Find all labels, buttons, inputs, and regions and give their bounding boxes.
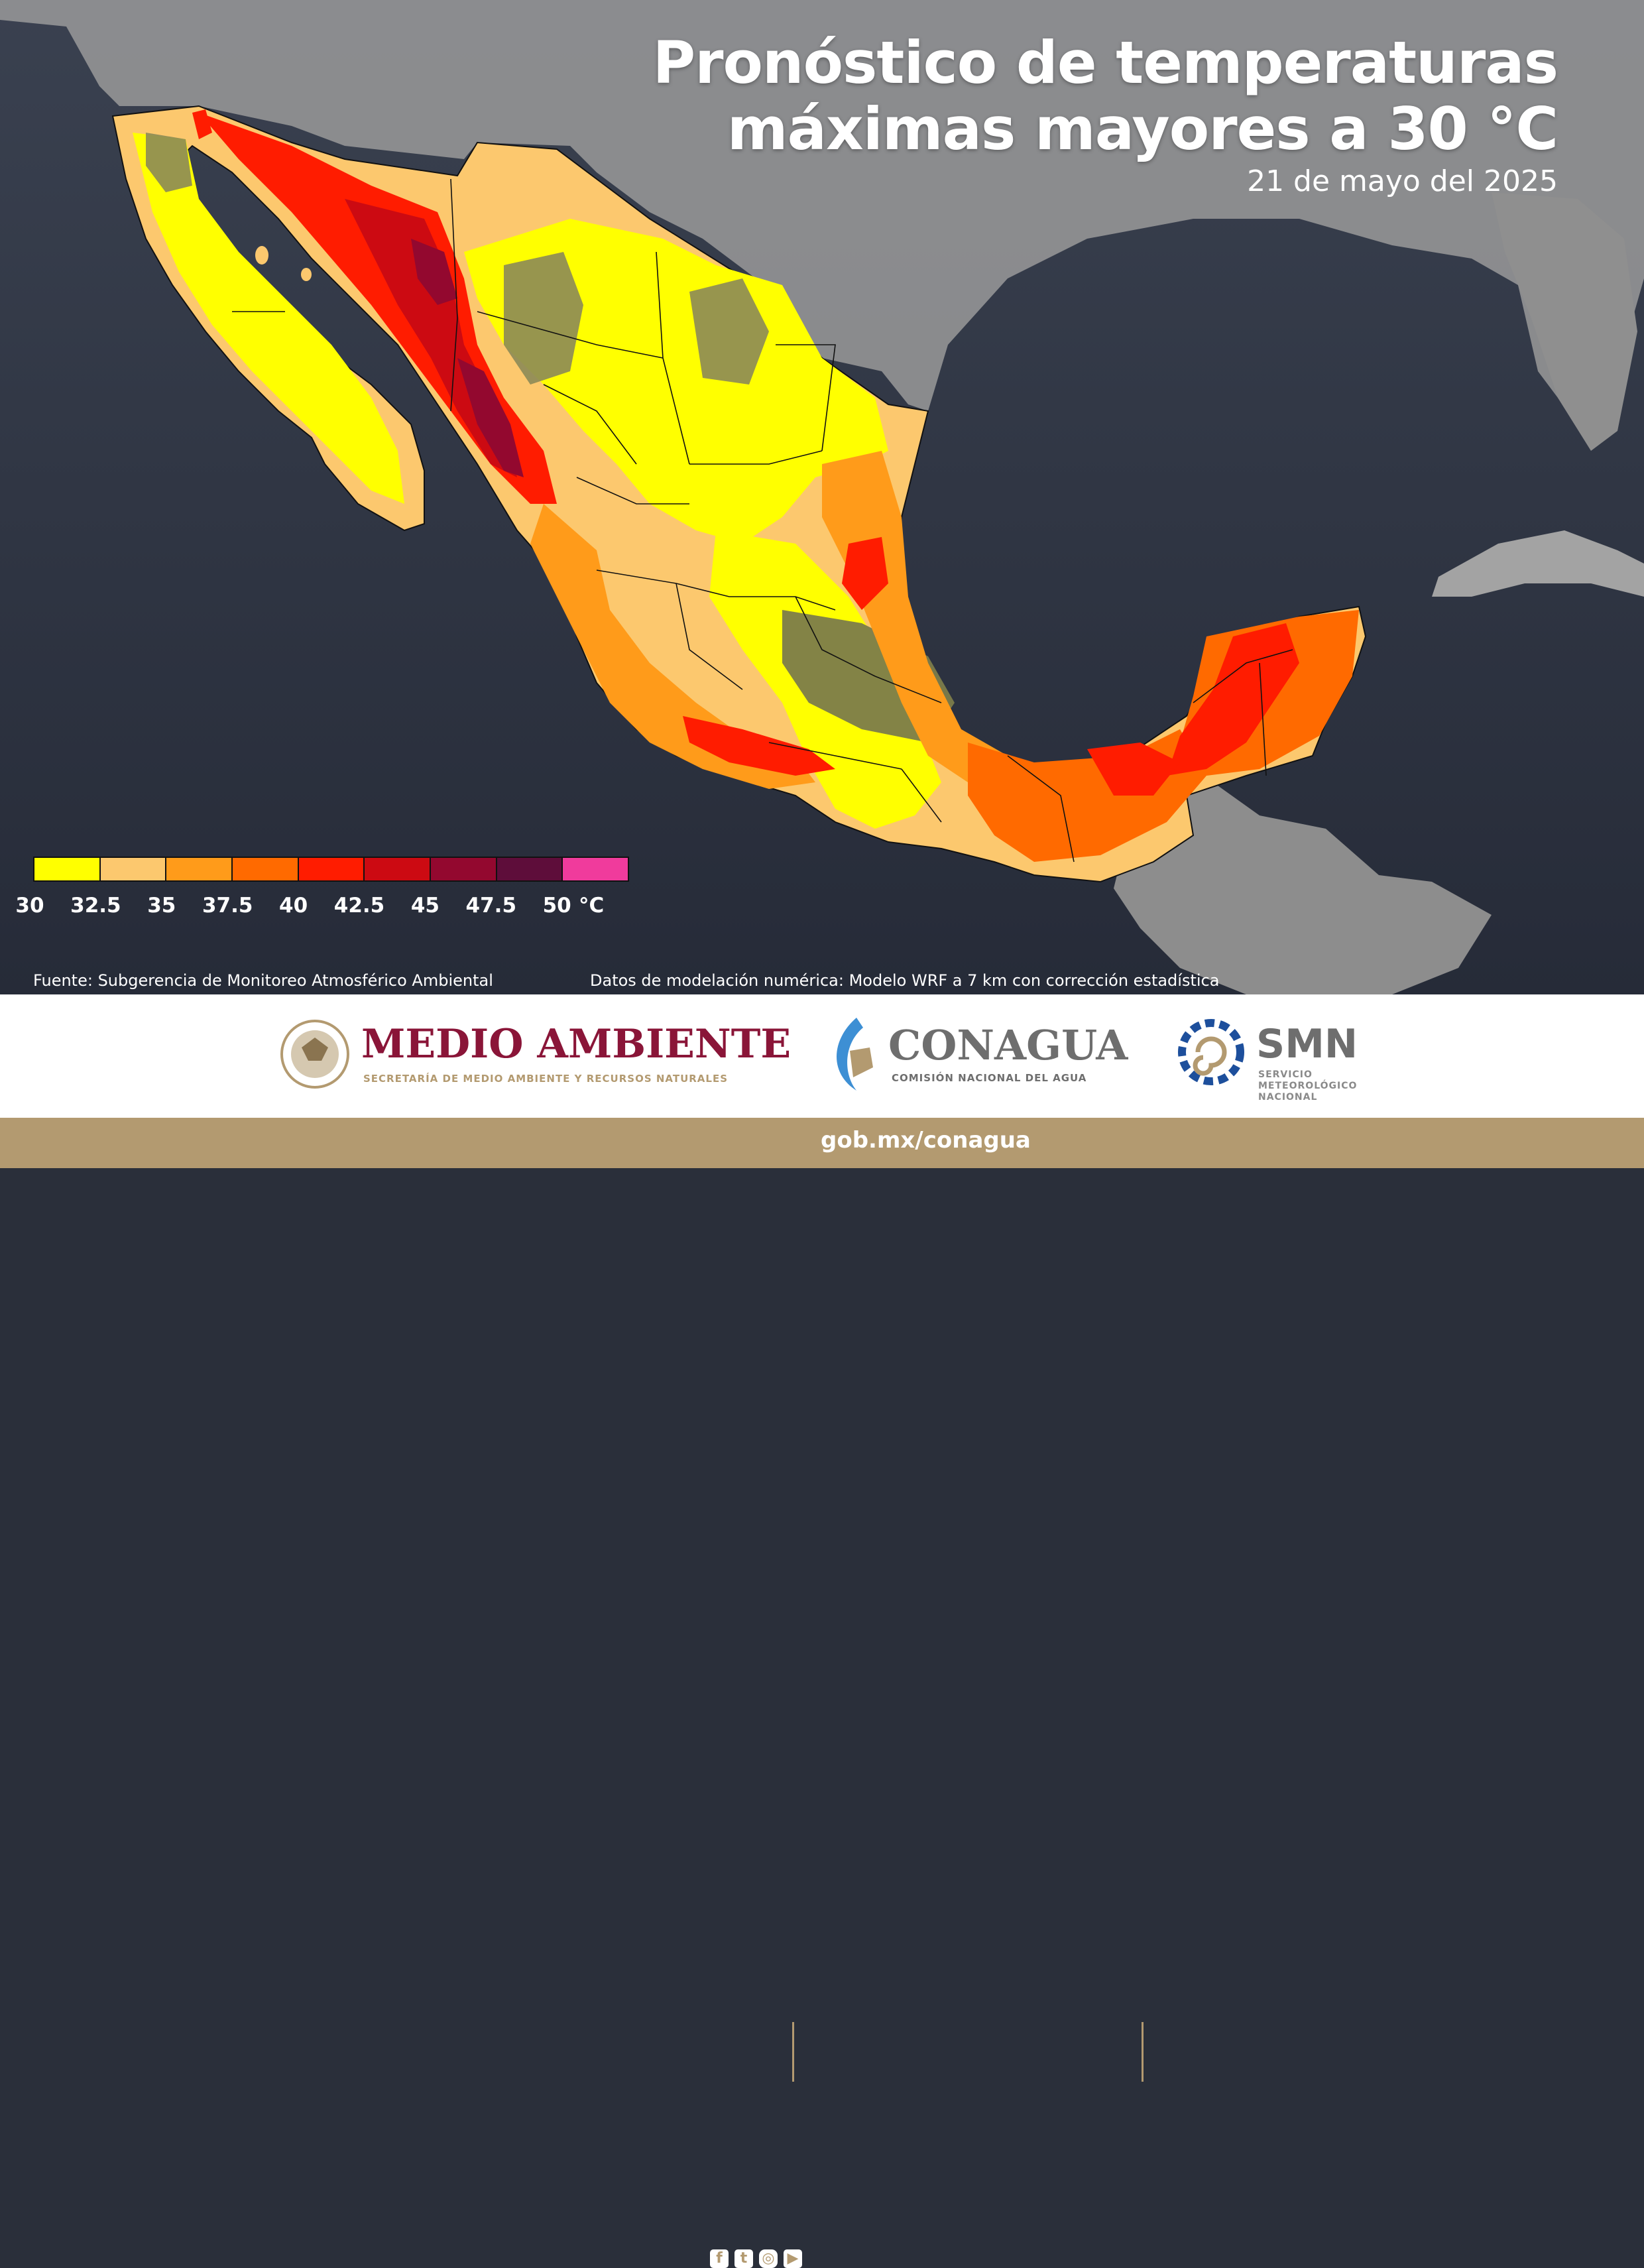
legend-tick-label: 35 bbox=[147, 894, 176, 918]
legend-swatch-2 bbox=[166, 858, 233, 880]
state-borders bbox=[232, 178, 1293, 863]
cuba-land bbox=[1432, 530, 1644, 597]
zone-red-baja-north bbox=[192, 109, 212, 139]
legend-tick-label: 37.5 bbox=[202, 894, 253, 918]
instagram-icon[interactable]: ◎ bbox=[759, 2249, 778, 2268]
smn-subtitle-line2: METEOROLÓGICO bbox=[1258, 1081, 1358, 1091]
zone-maroon-sinaloa bbox=[457, 358, 524, 477]
legend-labels: 30 32.5 35 37.5 40 42.5 45 47.5 50 °C bbox=[0, 894, 663, 927]
conagua-wave-icon bbox=[837, 1018, 873, 1091]
smn-subtitle-line3: NACIONAL bbox=[1258, 1092, 1318, 1103]
legend-tick-label: 40 bbox=[279, 894, 308, 918]
model-note: Datos de modelación numérica: Modelo WRF… bbox=[590, 971, 1220, 990]
social-footer: f t ◎ ▶ bbox=[0, 1118, 1644, 2268]
twitter-icon[interactable]: t bbox=[734, 2249, 753, 2268]
smn-subtitle-line1: SERVICIO bbox=[1258, 1069, 1313, 1080]
central-america-land bbox=[1114, 762, 1492, 994]
forecast-date: 21 de mayo del 2025 bbox=[1247, 164, 1558, 198]
legend-swatch-0 bbox=[34, 858, 101, 880]
legend-swatch-7 bbox=[497, 858, 563, 880]
map-area bbox=[0, 0, 1644, 994]
medio-ambiente-subtitle: SECRETARÍA DE MEDIO AMBIENTE Y RECURSOS … bbox=[363, 1073, 729, 1085]
legend-swatch-3 bbox=[233, 858, 299, 880]
island-tiburon bbox=[255, 246, 268, 265]
zone-red-gulf bbox=[842, 537, 888, 610]
highland-terrain-2 bbox=[689, 278, 769, 385]
florida-land bbox=[1492, 192, 1637, 451]
website-link[interactable]: gob.mx/conagua bbox=[821, 1127, 1031, 1154]
conagua-subtitle: COMISIÓN NACIONAL DEL AGUA bbox=[892, 1072, 1087, 1084]
mexico-coat-of-arms-icon bbox=[280, 1020, 349, 1089]
source-note: Fuente: Subgerencia de Monitoreo Atmosfé… bbox=[33, 971, 493, 990]
zone-orange-west bbox=[530, 504, 815, 789]
legend-tick-label: 30 bbox=[15, 894, 44, 918]
legend-unit-label: °C bbox=[579, 894, 605, 918]
footer-divider bbox=[792, 2022, 794, 2082]
legend-tick-label: 42.5 bbox=[333, 894, 385, 918]
legend-tick-label: 32.5 bbox=[70, 894, 121, 918]
logo-footer: MEDIO AMBIENTE SECRETARÍA DE MEDIO AMBIE… bbox=[0, 994, 1644, 2082]
island-small bbox=[301, 268, 312, 281]
legend-tick-label: 47.5 bbox=[465, 894, 517, 918]
footer-divider bbox=[1142, 2022, 1144, 2082]
legend-tick-label: 50 bbox=[542, 894, 571, 918]
legend-swatch-4 bbox=[298, 858, 365, 880]
zone-orange-gulf bbox=[822, 451, 1008, 782]
smn-logo-text: SMN bbox=[1256, 1021, 1358, 1067]
zone-yellow-baja bbox=[133, 133, 404, 504]
medio-ambiente-logo-text: MEDIO AMBIENTE bbox=[361, 1021, 792, 1067]
legend-swatch-1 bbox=[100, 858, 167, 880]
zone-maroon-sonora bbox=[411, 239, 457, 305]
youtube-icon[interactable]: ▶ bbox=[784, 2249, 802, 2268]
legend-swatch-6 bbox=[431, 858, 497, 880]
map-svg bbox=[0, 0, 1644, 994]
zone-red-tabasco bbox=[1087, 743, 1180, 796]
highland-terrain-1 bbox=[504, 252, 583, 385]
highland-terrain-baja bbox=[146, 133, 192, 192]
usa-land bbox=[0, 0, 1644, 424]
legend-swatch-5 bbox=[365, 858, 432, 880]
zone-red-guerrero bbox=[683, 716, 835, 776]
map-title-line2: máximas mayores a 30 °C bbox=[727, 95, 1558, 163]
smn-spiral-icon bbox=[1178, 1019, 1244, 1085]
legend-tick-label: 45 bbox=[410, 894, 440, 918]
legend-color-bar bbox=[33, 857, 629, 882]
map-title-line1: Pronóstico de temperaturas bbox=[652, 29, 1558, 97]
zone-red-yucatan bbox=[1167, 623, 1299, 776]
conagua-logo-text: CONAGUA bbox=[888, 1021, 1128, 1069]
legend-swatch-8 bbox=[563, 858, 628, 880]
facebook-icon[interactable]: f bbox=[710, 2249, 729, 2268]
